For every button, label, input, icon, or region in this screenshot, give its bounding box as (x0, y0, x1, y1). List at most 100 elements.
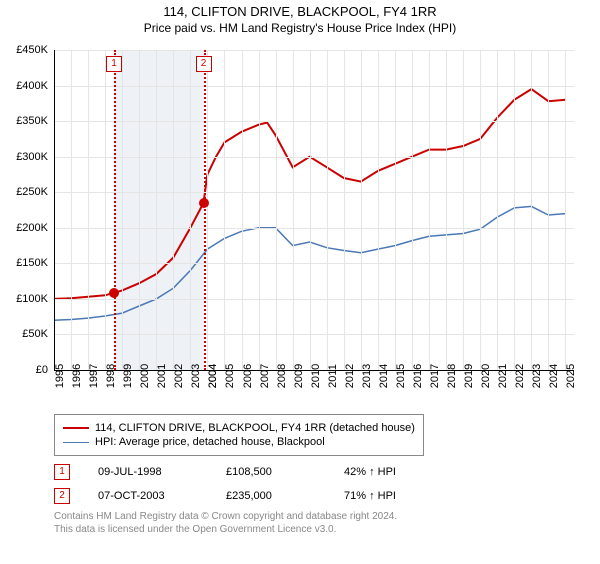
x-tick-label: 2004 (207, 364, 219, 388)
gridline-v (412, 50, 413, 370)
gridline-h (54, 50, 574, 51)
y-tick-label: £250K (0, 186, 48, 198)
gridline-v (344, 50, 345, 370)
x-tick-label: 2020 (480, 364, 492, 388)
gridline-h (54, 86, 574, 87)
y-tick-label: £200K (0, 222, 48, 234)
gridline-v (88, 50, 89, 370)
gridline-h (54, 157, 574, 158)
gridline-v (242, 50, 243, 370)
x-tick-label: 1995 (54, 364, 66, 388)
gridline-v (310, 50, 311, 370)
y-tick-label: £450K (0, 44, 48, 56)
chart-subtitle: Price paid vs. HM Land Registry's House … (0, 21, 600, 35)
chart-title: 114, CLIFTON DRIVE, BLACKPOOL, FY4 1RR (0, 4, 600, 19)
legend-item: HPI: Average price, detached house, Blac… (63, 435, 415, 449)
gridline-v (548, 50, 549, 370)
gridline-v (361, 50, 362, 370)
x-tick-label: 2005 (224, 364, 236, 388)
legend: 114, CLIFTON DRIVE, BLACKPOOL, FY4 1RR (… (54, 414, 424, 456)
gridline-v (565, 50, 566, 370)
y-tick-label: £100K (0, 293, 48, 305)
x-tick-label: 2000 (139, 364, 151, 388)
x-tick-label: 2024 (548, 364, 560, 388)
gridline-v (531, 50, 532, 370)
x-tick-label: 1997 (88, 364, 100, 388)
sales-row-date: 09-JUL-1998 (98, 466, 198, 478)
gridline-v (173, 50, 174, 370)
sale-marker-line (204, 50, 206, 370)
footer-line-1: Contains HM Land Registry data © Crown c… (54, 510, 397, 523)
gridline-h (54, 334, 574, 335)
sale-marker-badge: 1 (106, 56, 122, 72)
footer-attribution: Contains HM Land Registry data © Crown c… (54, 510, 397, 536)
gridline-h (54, 299, 574, 300)
gridline-v (327, 50, 328, 370)
x-tick-label: 2025 (565, 364, 577, 388)
x-tick-label: 1998 (105, 364, 117, 388)
gridline-v (139, 50, 140, 370)
x-tick-label: 2007 (259, 364, 271, 388)
sales-row-vs-hpi: 42% ↑ HPI (344, 466, 396, 478)
gridline-v (156, 50, 157, 370)
gridline-v (480, 50, 481, 370)
x-tick-label: 2018 (446, 364, 458, 388)
x-tick-label: 2021 (497, 364, 509, 388)
x-tick-label: 2003 (190, 364, 202, 388)
sale-marker-dot (199, 198, 209, 208)
y-tick-label: £400K (0, 80, 48, 92)
x-tick-label: 2009 (293, 364, 305, 388)
sales-row-price: £235,000 (226, 490, 316, 502)
x-tick-label: 2017 (429, 364, 441, 388)
x-tick-label: 2015 (395, 364, 407, 388)
plot-area: 12 (54, 50, 574, 370)
gridline-h (54, 192, 574, 193)
gridline-v (276, 50, 277, 370)
x-tick-label: 2010 (310, 364, 322, 388)
x-tick-label: 2001 (156, 364, 168, 388)
sale-marker-line (114, 50, 116, 370)
gridline-v (105, 50, 106, 370)
gridline-v (224, 50, 225, 370)
x-tick-label: 2011 (327, 364, 339, 388)
x-tick-label: 2014 (378, 364, 390, 388)
sales-table: 109-JUL-1998£108,50042% ↑ HPI207-OCT-200… (54, 460, 396, 508)
gridline-v (207, 50, 208, 370)
gridline-v (259, 50, 260, 370)
x-tick-label: 2012 (344, 364, 356, 388)
sales-row-date: 07-OCT-2003 (98, 490, 198, 502)
gridline-v (395, 50, 396, 370)
gridline-v (71, 50, 72, 370)
sales-row: 109-JUL-1998£108,50042% ↑ HPI (54, 460, 396, 484)
gridline-h (54, 263, 574, 264)
legend-label: HPI: Average price, detached house, Blac… (95, 436, 325, 448)
legend-swatch (63, 427, 89, 429)
gridline-v (497, 50, 498, 370)
sale-marker-dot (109, 288, 119, 298)
x-tick-label: 1999 (122, 364, 134, 388)
footer-line-2: This data is licensed under the Open Gov… (54, 523, 397, 536)
x-tick-label: 2022 (514, 364, 526, 388)
y-tick-label: £0 (0, 364, 48, 376)
chart-container: 114, CLIFTON DRIVE, BLACKPOOL, FY4 1RR P… (0, 4, 600, 564)
x-tick-label: 2019 (463, 364, 475, 388)
x-tick-label: 1996 (71, 364, 83, 388)
gridline-v (514, 50, 515, 370)
gridline-v (378, 50, 379, 370)
gridline-v (446, 50, 447, 370)
x-tick-label: 2006 (242, 364, 254, 388)
gridline-v (429, 50, 430, 370)
x-tick-label: 2008 (276, 364, 288, 388)
gridline-v (190, 50, 191, 370)
sales-row-vs-hpi: 71% ↑ HPI (344, 490, 396, 502)
sales-row-price: £108,500 (226, 466, 316, 478)
y-tick-label: £300K (0, 151, 48, 163)
gridline-h (54, 121, 574, 122)
legend-swatch (63, 442, 89, 443)
y-axis (54, 50, 55, 370)
line-series-svg (54, 50, 574, 370)
y-tick-label: £50K (0, 328, 48, 340)
x-tick-label: 2013 (361, 364, 373, 388)
legend-label: 114, CLIFTON DRIVE, BLACKPOOL, FY4 1RR (… (95, 422, 415, 434)
gridline-v (463, 50, 464, 370)
